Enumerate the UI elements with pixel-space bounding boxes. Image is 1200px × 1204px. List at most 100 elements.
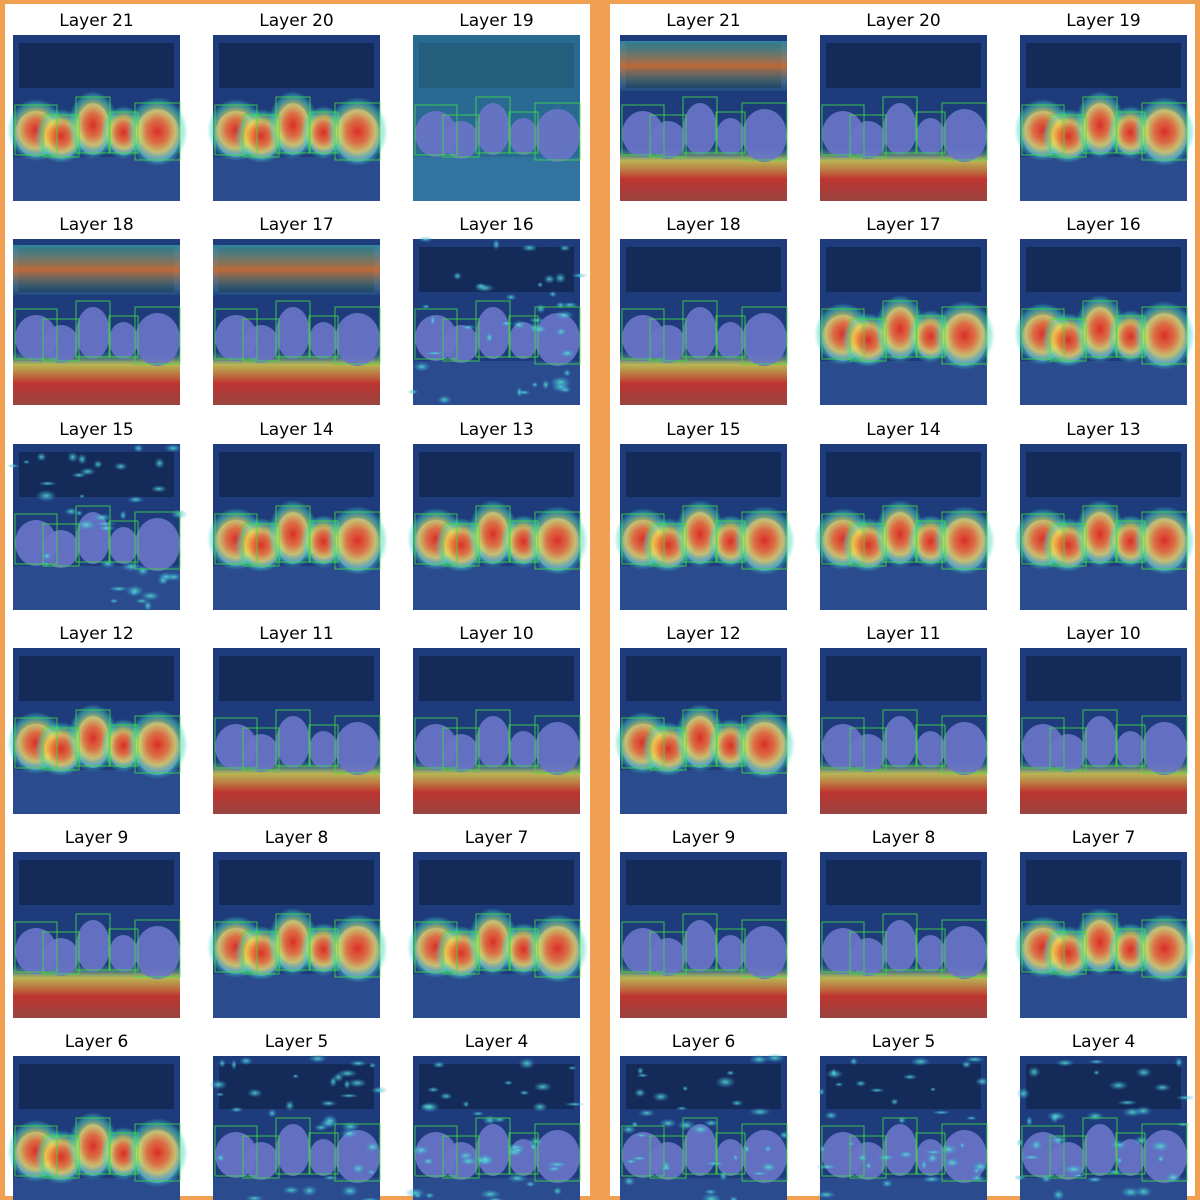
dog xyxy=(509,731,538,768)
heat-speck xyxy=(516,386,523,398)
heat-top xyxy=(213,245,380,295)
heat-speck xyxy=(531,381,539,388)
heatmap-image xyxy=(7,648,188,814)
detection-box xyxy=(1021,1125,1065,1177)
heat-blob xyxy=(1134,506,1195,575)
heat-speck xyxy=(426,1086,440,1093)
detection-box xyxy=(75,505,111,563)
heat-speck xyxy=(1156,1154,1165,1163)
heat-speck xyxy=(519,1090,530,1096)
detection-box xyxy=(534,511,581,570)
heat-speck xyxy=(322,1114,338,1127)
heat-blob xyxy=(1134,914,1195,983)
heatmap-image xyxy=(13,852,181,1018)
sky xyxy=(419,656,574,701)
dog xyxy=(243,325,279,363)
heat-speck xyxy=(638,1109,656,1117)
heat-speck xyxy=(902,1073,918,1080)
dog xyxy=(335,313,380,366)
heat-speck xyxy=(546,1161,568,1168)
heat-speck xyxy=(922,1149,945,1155)
detection-box xyxy=(308,111,339,154)
heat-speck xyxy=(419,1103,436,1111)
heatmap-image xyxy=(820,35,988,201)
heat-speck xyxy=(847,1141,855,1147)
heat-speck xyxy=(1135,1186,1153,1198)
dog xyxy=(850,938,886,976)
heat-speck xyxy=(567,1065,577,1071)
detection-box xyxy=(334,715,381,774)
heat-speck xyxy=(133,444,144,453)
heat-speck xyxy=(154,457,165,469)
detection-box xyxy=(1141,102,1188,161)
heat-speck xyxy=(518,1057,536,1070)
cell-title: Layer 10 xyxy=(1066,624,1140,644)
heatmap-image xyxy=(207,444,388,610)
heat-speck xyxy=(535,303,546,314)
heat-speck xyxy=(554,272,567,284)
detection-box xyxy=(242,1135,280,1179)
cell-title: Layer 15 xyxy=(59,420,133,440)
detection-box xyxy=(214,308,258,360)
cell-title: Layer 21 xyxy=(59,11,133,31)
detection-box xyxy=(334,102,381,161)
heat-speck xyxy=(652,1091,670,1102)
detection-box xyxy=(741,919,788,978)
heat-speck xyxy=(943,1157,961,1168)
heatmap-image xyxy=(209,1054,388,1204)
heat-speck xyxy=(507,1173,528,1183)
detection-box xyxy=(308,315,339,358)
detection-box xyxy=(214,1125,258,1177)
heat-speck xyxy=(864,1161,873,1171)
detection-box xyxy=(275,505,311,563)
detection-box xyxy=(849,931,887,975)
heat-speck xyxy=(422,1157,435,1166)
heat-speck xyxy=(460,324,477,331)
heat-speck xyxy=(816,1190,837,1199)
heat-speck xyxy=(41,552,52,560)
cell-title: Layer 6 xyxy=(672,1032,736,1052)
detection-box xyxy=(715,315,746,358)
heatmap-image xyxy=(1014,852,1195,1018)
heat-speck xyxy=(658,1118,678,1128)
detection-box xyxy=(308,520,339,563)
dog xyxy=(135,313,180,366)
heat-speck xyxy=(571,272,588,279)
heat-speck xyxy=(119,510,127,521)
heat-speck xyxy=(492,238,501,251)
detection-box xyxy=(442,523,480,567)
dog xyxy=(76,920,110,972)
detection-box xyxy=(621,308,665,360)
heat-speck xyxy=(1175,1122,1190,1127)
heat-top xyxy=(13,245,180,295)
dog xyxy=(742,926,787,979)
detection-box xyxy=(108,1132,139,1175)
heat-top xyxy=(620,41,787,91)
cell-title: Layer 17 xyxy=(866,215,940,235)
heat-speck xyxy=(1174,1056,1183,1068)
detection-box xyxy=(42,931,80,975)
heat-speck xyxy=(682,1085,689,1092)
cell-title: Layer 17 xyxy=(259,215,333,235)
cell-title: Layer 13 xyxy=(1066,420,1140,440)
heat-speck xyxy=(479,1189,502,1199)
heatmap-image xyxy=(1014,35,1195,201)
heat-speck xyxy=(35,489,58,502)
dog xyxy=(109,527,138,564)
cell-title: Layer 10 xyxy=(459,624,533,644)
detection-box xyxy=(108,520,139,563)
detection-box xyxy=(621,104,665,156)
heat-speck xyxy=(1110,1139,1128,1151)
heat-speck xyxy=(1088,1059,1105,1064)
detection-box xyxy=(621,921,665,973)
heat-speck xyxy=(760,1161,778,1173)
sky xyxy=(1026,452,1181,497)
heat-speck xyxy=(77,453,87,465)
dog xyxy=(335,1130,380,1183)
heat-blob xyxy=(127,710,188,779)
heat-speck xyxy=(634,1133,649,1138)
detection-box xyxy=(915,1132,946,1175)
detection-box xyxy=(108,928,139,971)
heat-speck xyxy=(563,368,572,378)
detection-box xyxy=(1021,921,1065,973)
